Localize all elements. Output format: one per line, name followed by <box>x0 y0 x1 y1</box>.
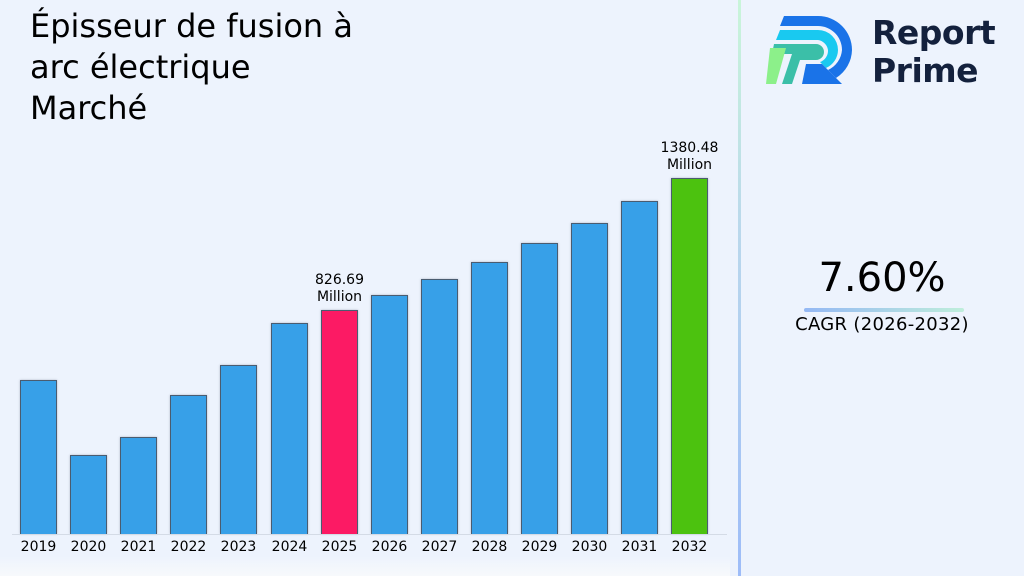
brand-logo: Report Prime <box>766 13 1006 90</box>
x-tick-label: 2029 <box>521 539 558 555</box>
x-tick-label: 2024 <box>271 539 308 555</box>
brand-name-line-1: Report <box>872 13 996 52</box>
bar-2030 <box>571 223 608 534</box>
title-line-2: arc électrique <box>30 48 251 86</box>
title-line-3: Marché <box>30 89 148 127</box>
bar-2027 <box>421 279 458 534</box>
x-tick-label: 2027 <box>421 539 458 555</box>
data-label-2025: 826.69 Million <box>315 272 364 305</box>
x-tick-label: 2022 <box>170 539 207 555</box>
cagr-value: 7.60% <box>818 255 946 301</box>
chart-area: Épisseur de fusion à arc électrique Marc… <box>0 6 730 576</box>
x-tick-label: 2028 <box>471 539 508 555</box>
bar-2023 <box>220 365 257 534</box>
bar-2025 <box>321 310 358 534</box>
cagr-label: CAGR (2026-2032) <box>795 314 969 335</box>
x-tick-label: 2032 <box>671 539 708 555</box>
bar-2026 <box>371 295 408 534</box>
brand-name: Report Prime <box>872 13 996 90</box>
bar-2020 <box>70 455 107 534</box>
panel-divider <box>738 0 741 576</box>
x-tick-label: 2023 <box>220 539 257 555</box>
x-axis-baseline <box>12 534 727 535</box>
x-tick-label: 2030 <box>571 539 608 555</box>
brand-name-line-2: Prime <box>872 51 979 90</box>
x-tick-label: 2020 <box>70 539 107 555</box>
x-tick-label: 2026 <box>371 539 408 555</box>
x-tick-label: 2031 <box>621 539 658 555</box>
chart-title: Épisseur de fusion à arc électrique Marc… <box>30 6 450 129</box>
bar-2024 <box>271 323 308 534</box>
bar-2028 <box>471 262 508 534</box>
x-tick-label: 2021 <box>120 539 157 555</box>
data-label-2032: 1380.48 Million <box>660 140 719 173</box>
bar-2022 <box>170 395 207 534</box>
cagr-underline <box>804 308 964 312</box>
bar-2032 <box>671 178 708 534</box>
bar-2029 <box>521 243 558 534</box>
report-prime-logo-icon <box>766 16 852 84</box>
bar-2021 <box>120 437 157 534</box>
title-line-1: Épisseur de fusion à <box>30 7 353 45</box>
bar-2031 <box>621 201 658 534</box>
bar-2019 <box>20 380 57 534</box>
x-tick-label: 2025 <box>321 539 358 555</box>
x-tick-label: 2019 <box>20 539 57 555</box>
bottom-fade <box>0 556 730 576</box>
